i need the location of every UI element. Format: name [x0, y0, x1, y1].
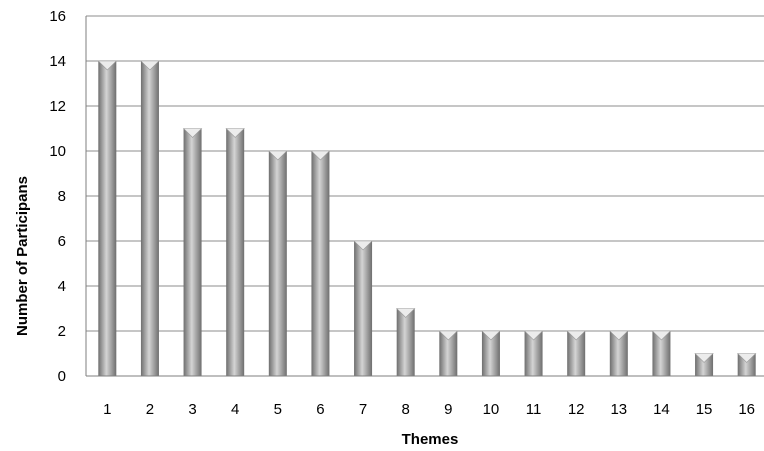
x-axis-title: Themes — [402, 431, 459, 448]
y-tick-label: 14 — [49, 53, 66, 70]
bar-top — [268, 150, 288, 161]
y-tick-label: 4 — [58, 278, 66, 295]
x-tick-label: 15 — [696, 401, 713, 418]
y-tick-label: 0 — [58, 368, 66, 385]
bar-top — [310, 150, 331, 161]
bar-top — [182, 128, 203, 138]
bar — [609, 331, 628, 376]
x-tick-label: 12 — [568, 401, 585, 418]
y-tick-label: 12 — [49, 98, 66, 115]
bar — [98, 61, 117, 376]
bar — [268, 151, 287, 376]
bar-top — [225, 128, 245, 138]
x-tick-label: 4 — [231, 401, 239, 418]
x-tick-label: 9 — [444, 401, 452, 418]
bar — [567, 331, 586, 376]
x-tick-label: 2 — [146, 401, 154, 418]
bar — [226, 128, 245, 376]
y-tick-labels: 0 2 4 6 8 10 12 14 16 — [49, 8, 66, 385]
bar-top — [353, 240, 373, 251]
bar-top — [566, 330, 586, 341]
x-tick-labels: 1 2 3 4 5 6 7 8 9 10 11 12 13 14 15 16 — [103, 401, 755, 418]
bars — [97, 60, 757, 376]
x-tick-label: 7 — [359, 401, 367, 418]
bar — [396, 308, 415, 376]
y-tick-label: 10 — [49, 143, 66, 160]
y-tick-label: 8 — [58, 188, 66, 205]
bar — [311, 151, 330, 376]
bar-top — [438, 330, 459, 341]
x-tick-label: 14 — [653, 401, 670, 418]
y-tick-label: 16 — [49, 8, 66, 25]
bar-top — [694, 353, 714, 363]
bar — [652, 331, 671, 376]
bar — [439, 331, 458, 376]
x-tick-label: 5 — [274, 401, 282, 418]
axes — [85, 16, 764, 377]
bar-top — [651, 330, 672, 341]
bar-top — [736, 353, 757, 363]
bar — [737, 353, 756, 376]
x-tick-label: 16 — [738, 401, 755, 418]
bar — [354, 241, 373, 376]
x-tick-label: 3 — [188, 401, 196, 418]
bar-top — [140, 60, 160, 71]
y-tick-label: 2 — [58, 323, 66, 340]
bar — [183, 128, 202, 376]
x-tick-label: 10 — [483, 401, 500, 418]
x-tick-label: 6 — [316, 401, 324, 418]
bar — [524, 331, 543, 376]
bar-top — [609, 330, 629, 341]
bar-top — [97, 60, 118, 71]
bar-top — [523, 330, 544, 341]
bar — [140, 61, 159, 376]
bar — [695, 353, 714, 376]
y-tick-label: 6 — [58, 233, 66, 250]
y-axis-title: Number of Participans — [14, 176, 31, 336]
x-tick-label: 11 — [526, 401, 542, 418]
x-tick-label: 8 — [402, 401, 410, 418]
x-tick-label: 13 — [610, 401, 627, 418]
bar — [481, 331, 500, 376]
bar-top — [395, 308, 416, 318]
x-tick-label: 1 — [103, 401, 111, 418]
bar-top — [481, 330, 501, 341]
